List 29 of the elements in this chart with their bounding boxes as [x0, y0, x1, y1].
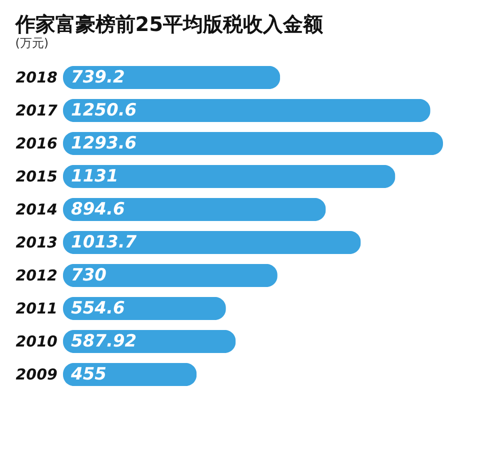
bar — [63, 230, 361, 254]
chart-subtitle: (万元) — [15, 36, 49, 50]
data-label: 1293.6 — [71, 134, 137, 154]
y-tick-label: 2015 — [16, 168, 58, 186]
bar — [63, 98, 430, 122]
y-tick-label: 2018 — [16, 68, 58, 86]
y-tick-label: 2016 — [16, 134, 58, 152]
bar — [63, 132, 443, 156]
data-label: 587.92 — [71, 332, 137, 352]
bar — [63, 164, 396, 188]
y-tick-label: 2010 — [16, 332, 58, 350]
bar — [63, 198, 326, 222]
data-label: 1131 — [71, 166, 118, 186]
y-tick-label: 2013 — [16, 234, 58, 252]
y-tick-label: 2014 — [16, 200, 58, 218]
y-tick-label: 2009 — [16, 366, 58, 384]
data-label: 739.2 — [71, 68, 125, 88]
bar — [63, 66, 280, 90]
data-label: 554.6 — [71, 298, 125, 318]
data-label: 1013.7 — [71, 232, 137, 252]
data-label: 455 — [70, 364, 106, 384]
data-label: 730 — [71, 266, 107, 286]
bar — [63, 264, 278, 288]
y-tick-label: 2011 — [16, 300, 58, 318]
chart-title: 作家富豪榜前25平均版税收入金额 — [14, 12, 324, 36]
y-tick-label: 2012 — [16, 266, 58, 284]
y-tick-label: 2017 — [16, 102, 58, 120]
data-label: 1250.6 — [71, 100, 137, 120]
data-label: 894.6 — [71, 200, 125, 220]
